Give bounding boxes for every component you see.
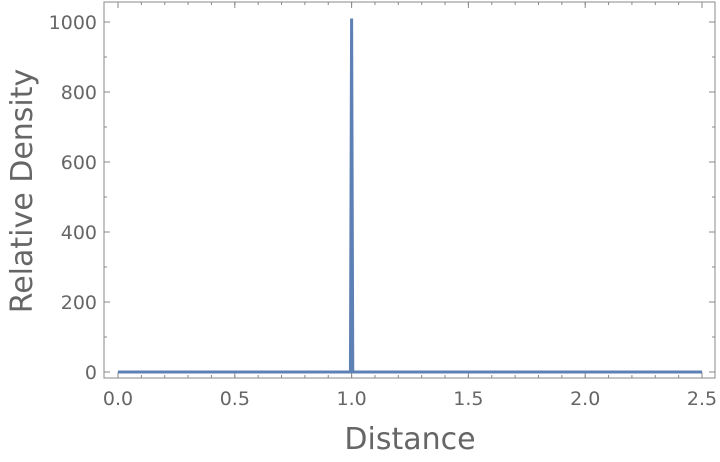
y-tick-label: 400 [61,222,97,244]
x-tick-label: 2.5 [687,388,717,410]
x-tick-label: 0.0 [103,388,133,410]
x-axis-label: Distance [344,422,475,457]
x-tick-label: 0.5 [220,388,250,410]
y-axis-label: Relative Density [5,69,40,314]
y-tick-label: 600 [61,152,97,174]
series-line [118,18,702,374]
x-tick-label: 2.0 [570,388,600,410]
x-tick-label: 1.5 [453,388,483,410]
y-tick-label: 0 [85,362,97,384]
y-tick-label: 200 [61,292,97,314]
plot-frame [103,1,716,379]
x-tick-label: 1.0 [336,388,366,410]
y-tick-label: 1000 [49,12,97,34]
y-tick-label: 800 [61,82,97,104]
